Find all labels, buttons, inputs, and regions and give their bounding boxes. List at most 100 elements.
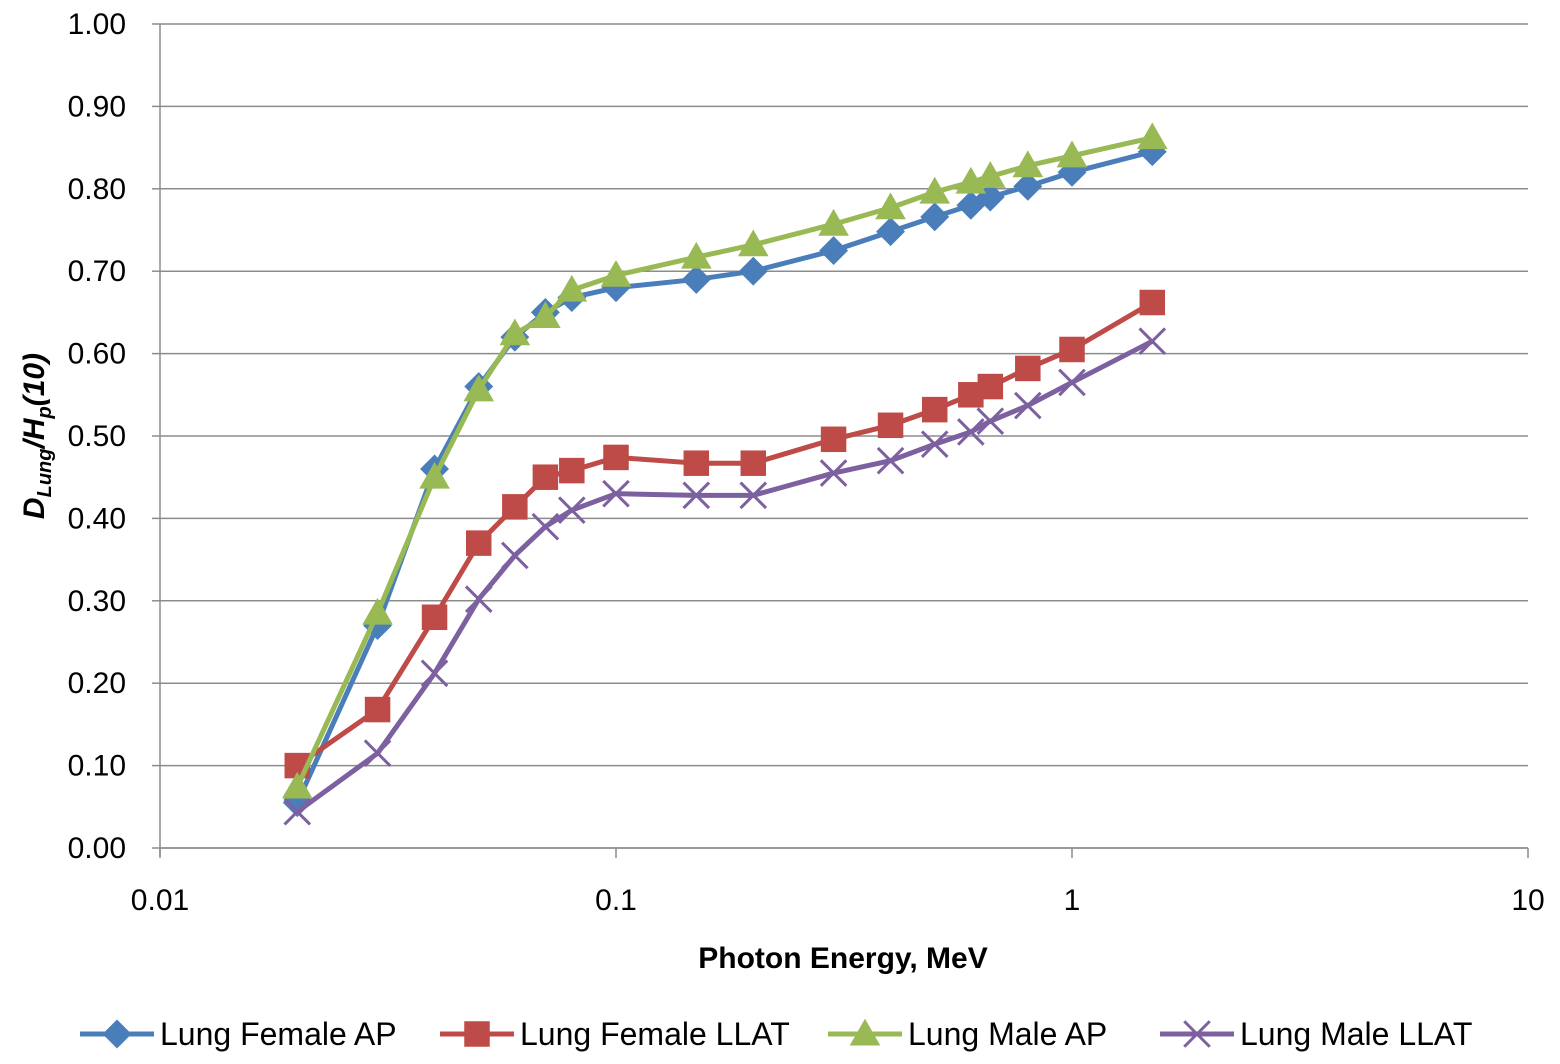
tick-labels: 0.00 0.10 0.20 0.30 0.40 0.50 0.60 0.70 0.80 0.90… <box>68 8 1545 917</box>
data-point-x <box>363 739 392 768</box>
data-point-triangle <box>530 301 561 328</box>
data-point-x <box>1138 327 1167 356</box>
data-point-square <box>603 444 629 471</box>
data-point-triangle <box>737 229 769 257</box>
legend-item-lung-female-llat: Lung Female LLAT <box>440 1016 790 1052</box>
series-lung-female-llat <box>284 289 1166 779</box>
data-point-triangle <box>680 241 712 269</box>
data-point-diamond <box>1013 171 1043 201</box>
data-point-diamond <box>1137 137 1167 167</box>
data-point-triangle <box>556 274 588 302</box>
data-point-square <box>559 457 585 484</box>
y-tick-label: 0.80 <box>68 173 126 206</box>
y-axis-title-h: /H <box>18 417 51 450</box>
legend-label: Lung Male LLAT <box>1240 1016 1472 1052</box>
data-point-x <box>464 585 493 613</box>
data-point-x <box>682 481 711 510</box>
data-point-diamond <box>102 1019 132 1049</box>
y-tick-label: 1.00 <box>68 8 126 41</box>
y-tick-label: 0.50 <box>68 420 126 453</box>
y-tick-label: 0.20 <box>68 667 126 700</box>
data-point-x <box>531 512 560 541</box>
data-point-x <box>1058 368 1086 397</box>
data-point-triangle <box>919 176 951 204</box>
data-point-diamond <box>876 217 905 247</box>
y-tick-label: 0.40 <box>68 502 126 535</box>
data-point-x <box>1013 391 1042 420</box>
data-point-triangle <box>875 192 906 220</box>
legend-item-lung-male-ap: Lung Male AP <box>828 1016 1107 1052</box>
data-point-square <box>464 1021 490 1047</box>
y-tick-label: 0.30 <box>68 585 126 618</box>
data-point-square <box>877 412 904 439</box>
data-point-square <box>921 396 948 423</box>
data-point-triangle <box>1056 140 1088 168</box>
x-axis-title: Photon Energy, MeV <box>698 942 987 975</box>
y-axis-title-d: D <box>18 497 51 519</box>
x-tick-label: 1 <box>1064 884 1081 917</box>
data-point-diamond <box>920 202 950 232</box>
y-axis-title-h-sub: p <box>34 406 56 419</box>
x-tick-label: 0.01 <box>131 884 189 917</box>
data-point-x <box>283 797 312 826</box>
x-tick-label: 0.1 <box>595 884 637 917</box>
series-line-lung-male-llat <box>295 339 1154 814</box>
data-point-diamond <box>956 190 986 220</box>
legend-item-lung-female-ap: Lung Female AP <box>80 1016 397 1052</box>
data-point-x <box>957 418 985 446</box>
data-point-triangle <box>975 161 1006 188</box>
data-point-triangle <box>281 771 313 799</box>
data-point-triangle <box>463 374 495 402</box>
y-tick-label: 0.60 <box>68 338 126 371</box>
data-point-triangle <box>1136 122 1168 150</box>
data-point-triangle <box>419 461 450 489</box>
legend-label: Lung Female LLAT <box>520 1016 790 1052</box>
data-point-square <box>820 426 847 453</box>
data-point-triangle <box>600 260 632 287</box>
data-point-triangle <box>362 597 393 625</box>
y-tick-label: 0.90 <box>68 90 126 123</box>
data-point-triangle <box>1012 150 1044 178</box>
data-point-diamond <box>738 256 768 286</box>
data-point-x <box>819 459 848 487</box>
series-lung-male-llat <box>283 327 1167 826</box>
data-point-x <box>602 479 630 508</box>
legend-label: Lung Male AP <box>908 1016 1107 1052</box>
data-point-square <box>421 604 448 631</box>
y-tick-label: 0.70 <box>68 255 126 288</box>
data-point-triangle <box>499 318 531 346</box>
data-point-square <box>1139 289 1166 316</box>
y-tick-label: 0.10 <box>68 750 126 783</box>
series-lung-male-ap <box>281 122 1168 799</box>
data-point-square <box>1059 336 1085 363</box>
data-point-triangle <box>849 1018 881 1046</box>
data-point-square <box>502 494 528 520</box>
data-point-square <box>532 464 559 490</box>
y-axis-title: DLung/Hp(10) <box>18 353 56 519</box>
data-point-x <box>739 481 768 510</box>
data-point-diamond <box>681 264 711 294</box>
data-point-square <box>977 373 1004 400</box>
series-group <box>281 122 1168 826</box>
data-point-square <box>683 450 710 476</box>
y-tick-label: 0.00 <box>68 832 126 865</box>
axes <box>152 23 1529 858</box>
y-axis-title-d-sub: Lung <box>34 449 56 498</box>
data-point-x <box>920 430 949 459</box>
series-lung-female-ap <box>282 137 1167 818</box>
data-point-triangle <box>818 208 849 236</box>
data-point-x <box>976 407 1005 435</box>
data-point-x <box>876 446 905 475</box>
data-point-x <box>1183 1020 1211 1048</box>
data-point-diamond <box>282 788 312 818</box>
data-point-diamond <box>819 236 849 266</box>
data-point-square <box>364 696 391 723</box>
legend-label: Lung Female AP <box>160 1016 397 1052</box>
data-point-square <box>740 450 767 476</box>
data-point-x <box>501 541 529 570</box>
legend: Lung Female AP Lung Female LLAT Lung Male … <box>80 1016 1472 1052</box>
data-point-x <box>557 496 586 524</box>
data-point-square <box>1015 355 1041 382</box>
y-axis-title-tail: (10) <box>18 353 51 406</box>
